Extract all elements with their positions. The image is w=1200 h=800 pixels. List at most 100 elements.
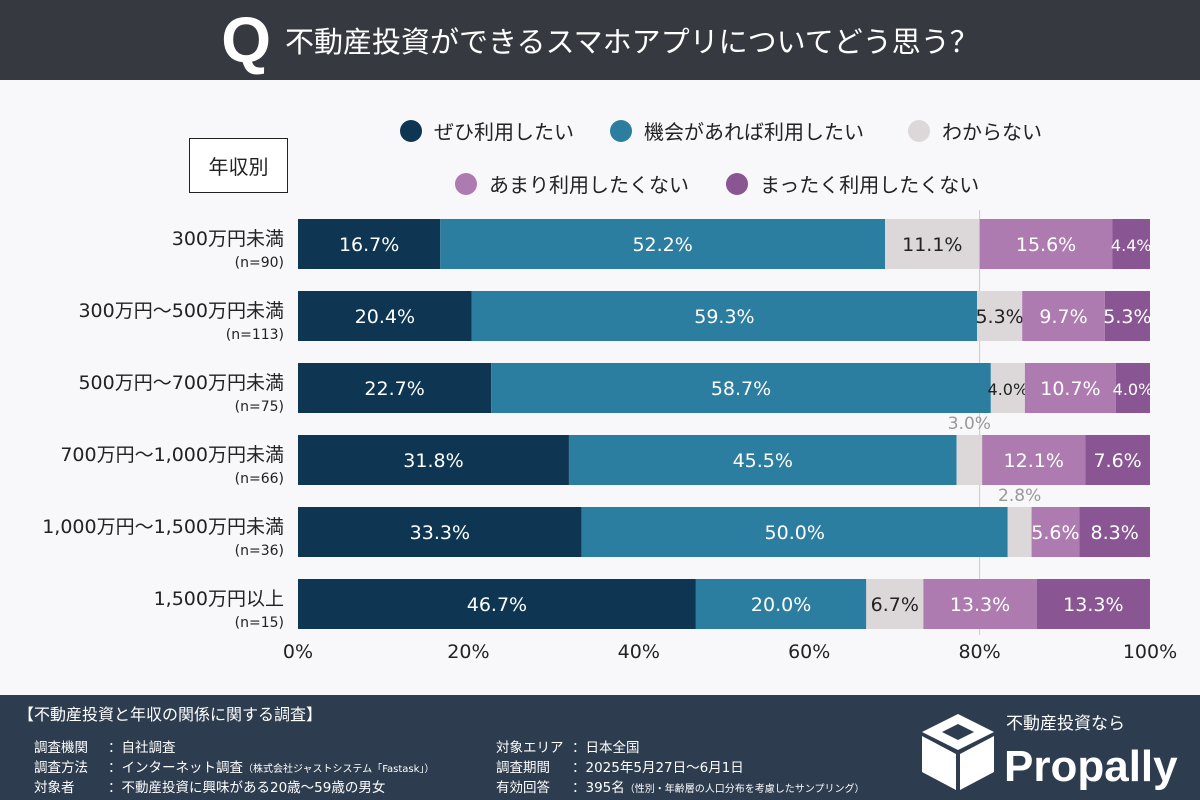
bar-segment [695,579,867,629]
legend-dot-icon [400,119,422,142]
data-label: 52.2% [632,234,692,256]
footer-value: ：日本全国 [572,739,640,757]
data-label: 13.3% [1063,594,1123,616]
data-label: 33.3% [410,522,470,544]
footer-label: 調査機関 [34,740,88,756]
footer-label: 調査方法 [34,760,88,776]
x-tick-label: 40% [618,641,660,663]
sample-size-label: (n=75) [235,399,284,415]
data-label: 4.0% [988,380,1029,399]
data-label: 4.4% [1111,236,1152,255]
category-box: 年収別 [189,138,288,193]
category-label: 700万円～1,000万円未満 [60,444,284,466]
bar-segment [298,435,569,485]
footer-note: （性別・年齢層の人口分布を考慮したサンプリング） [624,784,865,795]
data-label: 50.0% [765,522,825,544]
survey-title: 【不動産投資と年収の関係に関する調査】 [18,705,323,724]
legend-label: 機会があれば利用したい [644,120,864,144]
data-label: 10.7% [1040,378,1100,400]
data-label: 45.5% [733,450,793,472]
footer-label: 対象エリア [496,740,564,756]
title-bar: Q 不動産投資ができるスマホアプリについてどう思う？ [0,0,1200,80]
footer-value-text: ：自社調査 [108,740,176,756]
legend-dot-icon [455,172,477,195]
bar-segment [1022,291,1105,341]
data-label: 46.7% [467,594,527,616]
data-label: 8.3% [1091,522,1139,544]
x-tick-label: 0% [283,641,313,663]
footer-value: ：395名（性別・年齢層の人口分布を考慮したサンプリング） [572,779,864,797]
sample-size-label: (n=113) [226,327,284,343]
data-label: 2.8% [998,486,1041,506]
bar-segment [298,363,492,413]
bar-segment [956,435,983,485]
legend-item: あまり利用したくない [455,169,689,198]
x-tick-label: 80% [958,641,1000,663]
category-label: 300万円未満 [172,228,284,250]
data-label: 5.3% [975,306,1023,328]
chart: 300万円未満 (n=90) 16.7% 52.2% 11.1% 15.6% 4.4% 300… [42,210,1177,663]
data-label: 12.1% [1004,450,1064,472]
bar-segment [581,507,1008,557]
legend-item: 機会があれば利用したい [610,116,864,145]
data-label: 16.7% [339,234,399,256]
bar-segment [979,219,1113,269]
bar-segment [298,507,582,557]
propally-logo-icon [922,714,994,790]
bar-segment [866,579,924,629]
x-tick-label: 100% [1123,641,1177,663]
data-label: 6.7% [871,594,919,616]
sample-size-label: (n=90) [235,255,284,271]
bar-segment [1112,219,1150,269]
brand-name: Propally [1004,742,1178,791]
bar-segment [298,579,696,629]
bar-segment [1085,435,1150,485]
data-label: 20.4% [355,306,415,328]
bar-segment [568,435,957,485]
footer-label: 有効回答 [496,780,550,796]
bar-segment [298,219,441,269]
footer-value-text: ：インターネット調査 [108,760,243,776]
bar-segment [1036,579,1150,629]
data-label: 20.0% [751,594,811,616]
page-title: 不動産投資ができるスマホアプリについてどう思う？ [285,25,979,59]
q-mark: Q [221,4,272,76]
bar-segment [491,363,991,413]
footer-value: ：自社調査 [108,739,176,757]
legend-dot-icon [908,119,930,142]
bar-segment [1031,507,1080,557]
data-label: 7.6% [1093,450,1141,472]
data-label: 58.7% [711,378,771,400]
bar-segment [298,291,472,341]
legend-item: ぜひ利用したい [400,116,574,145]
bar-segment [1024,363,1116,413]
data-label: 15.6% [1016,234,1076,256]
category-label: 500万円～700万円未満 [78,372,284,394]
bar-segment [440,219,886,269]
footer: 【不動産投資と年収の関係に関する調査】 調査機関 ：自社調査調査方法 ：インターネッ… [0,695,1200,800]
footer-label: 調査期間 [496,760,550,776]
bar-segment [1079,507,1150,557]
bar-segment [885,219,980,269]
legend-dot-icon [726,172,748,195]
legend-item: まったく利用したくない [726,169,979,198]
data-label: 9.7% [1039,306,1087,328]
sample-size-label: (n=36) [235,543,284,559]
legend-dot-icon [610,119,632,142]
brand-tagline: 不動産投資なら [1006,714,1125,734]
data-label: 5.6% [1031,522,1079,544]
bar-segment [990,363,1025,413]
data-label: 4.0% [1113,380,1154,399]
data-label: 5.3% [1103,306,1151,328]
bar-segment [982,435,1086,485]
data-label: 3.0% [948,414,991,434]
bar-segment [471,291,978,341]
legend-label: まったく利用したくない [760,173,980,197]
category-label: 300万円～500万円未満 [78,300,284,322]
bar-segment [1115,363,1150,413]
x-tick-label: 20% [447,641,489,663]
legend-label: わからない [942,120,1042,144]
sample-size-label: (n=66) [235,471,284,487]
data-label: 11.1% [902,234,962,256]
category-label: 1,500万円以上 [154,588,284,610]
